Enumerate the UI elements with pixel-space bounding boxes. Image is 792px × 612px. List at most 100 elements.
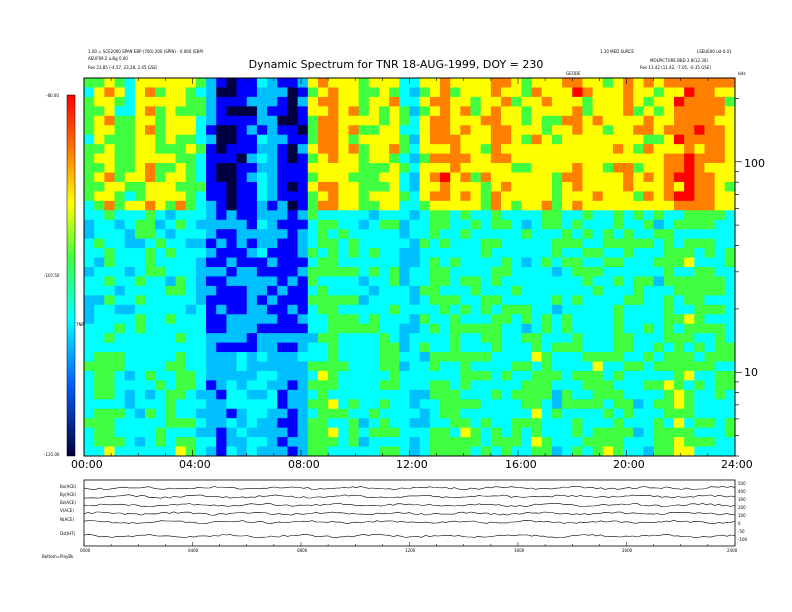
- heatmap-cell: [612, 408, 624, 419]
- heatmap-cell: [368, 96, 380, 107]
- heatmap-cell: [226, 96, 237, 107]
- heatmap-cell: [389, 361, 400, 372]
- heatmap-cell: [195, 361, 207, 372]
- heatmap-cell: [206, 352, 217, 362]
- heatmap-cell: [633, 106, 644, 117]
- heatmap-cell: [124, 314, 136, 325]
- heatmap-cell: [511, 181, 522, 192]
- heatmap-cell: [134, 437, 146, 447]
- heatmap-cell: [450, 191, 461, 202]
- heatmap-cell: [175, 437, 187, 447]
- heatmap-cell: [429, 163, 441, 173]
- heatmap-cell: [531, 219, 543, 230]
- heatmap-cell: [653, 106, 665, 117]
- heatmap-cell: [480, 181, 492, 192]
- heatmap-cell: [348, 144, 360, 154]
- heatmap-cell: [124, 219, 136, 230]
- heatmap-cell: [134, 333, 146, 343]
- heatmap-cell: [338, 323, 349, 334]
- heatmap-cell: [714, 106, 726, 117]
- heatmap-cell: [134, 229, 146, 240]
- heatmap-cell: [714, 267, 726, 277]
- heatmap-cell: [104, 125, 115, 136]
- heatmap-cell: [338, 333, 349, 343]
- heatmap-cell: [429, 295, 441, 306]
- heatmap-cell: [714, 87, 726, 98]
- heatmap-cell: [216, 295, 227, 306]
- heatmap-cell: [521, 96, 532, 107]
- heatmap-cell: [134, 323, 146, 334]
- heatmap-cell: [358, 427, 370, 438]
- heatmap-cell: [460, 333, 471, 343]
- heatmap-cell: [724, 295, 736, 306]
- heatmap-cell: [358, 399, 370, 410]
- heatmap-cell: [612, 106, 624, 117]
- heatmap-cell: [84, 125, 95, 136]
- heatmap-cell: [551, 200, 563, 211]
- heatmap-cell: [195, 153, 207, 164]
- heatmap-cell: [409, 248, 421, 258]
- heatmap-cell: [450, 267, 461, 277]
- heatmap-cell: [541, 418, 553, 429]
- heatmap-cell: [155, 314, 166, 325]
- heatmap-cell: [633, 333, 644, 343]
- heatmap-cell: [521, 200, 532, 211]
- heatmap-cell: [460, 219, 471, 230]
- heatmap-cell: [348, 295, 360, 306]
- heatmap-cell: [114, 276, 126, 287]
- heatmap-cell: [84, 361, 95, 372]
- heatmap-cell: [582, 295, 593, 306]
- heatmap-cell: [175, 257, 187, 268]
- heatmap-cell: [592, 295, 604, 306]
- heatmap-cell: [104, 238, 115, 249]
- heatmap-cell: [277, 399, 288, 410]
- heatmap-cell: [592, 257, 604, 268]
- heatmap-cell: [195, 78, 207, 88]
- heatmap-cell: [348, 399, 360, 410]
- heatmap-cell: [490, 267, 502, 277]
- heatmap-cell: [256, 446, 268, 457]
- heatmap-cell: [521, 87, 532, 98]
- heatmap-cell: [165, 408, 176, 419]
- heatmap-cell: [317, 333, 329, 343]
- heatmap-cell: [562, 389, 573, 400]
- heatmap-cell: [409, 200, 421, 211]
- heatmap-cell: [134, 314, 146, 325]
- heatmap-cell: [724, 361, 736, 372]
- heatmap-cell: [104, 96, 115, 107]
- heatmap-cell: [226, 304, 237, 315]
- heatmap-cell: [104, 285, 115, 296]
- heatmap-cell: [104, 361, 115, 372]
- heatmap-cell: [623, 380, 634, 391]
- heatmap-cell: [145, 342, 156, 353]
- heatmap-cell: [114, 267, 126, 277]
- heatmap-cell: [663, 200, 675, 211]
- heatmap-cell: [267, 219, 278, 230]
- heatmap-cell: [704, 446, 716, 457]
- heatmap-cell: [623, 96, 634, 107]
- heatmap-cell: [358, 248, 370, 258]
- heatmap-cell: [684, 106, 695, 117]
- heatmap-cell: [307, 446, 319, 457]
- heatmap-cell: [531, 427, 543, 438]
- heatmap-cell: [460, 78, 471, 88]
- heatmap-cell: [429, 106, 441, 117]
- heatmap-cell: [653, 323, 665, 334]
- heatmap-cell: [643, 153, 655, 164]
- heatmap-cell: [541, 323, 553, 334]
- heatmap-cell: [389, 219, 400, 230]
- heatmap-cell: [338, 427, 349, 438]
- heatmap-cell: [521, 370, 532, 381]
- heatmap-cell: [582, 257, 593, 268]
- heatmap-cell: [368, 323, 380, 334]
- heatmap-cell: [287, 257, 299, 268]
- heatmap-cell: [389, 248, 400, 258]
- heatmap-cell: [694, 210, 705, 221]
- heatmap-cell: [317, 323, 329, 334]
- heatmap-cell: [562, 229, 573, 240]
- heatmap-cell: [317, 125, 329, 136]
- heatmap-cell: [114, 342, 126, 353]
- heatmap-cell: [684, 153, 695, 164]
- heatmap-cell: [724, 87, 736, 98]
- heatmap-cell: [592, 342, 604, 353]
